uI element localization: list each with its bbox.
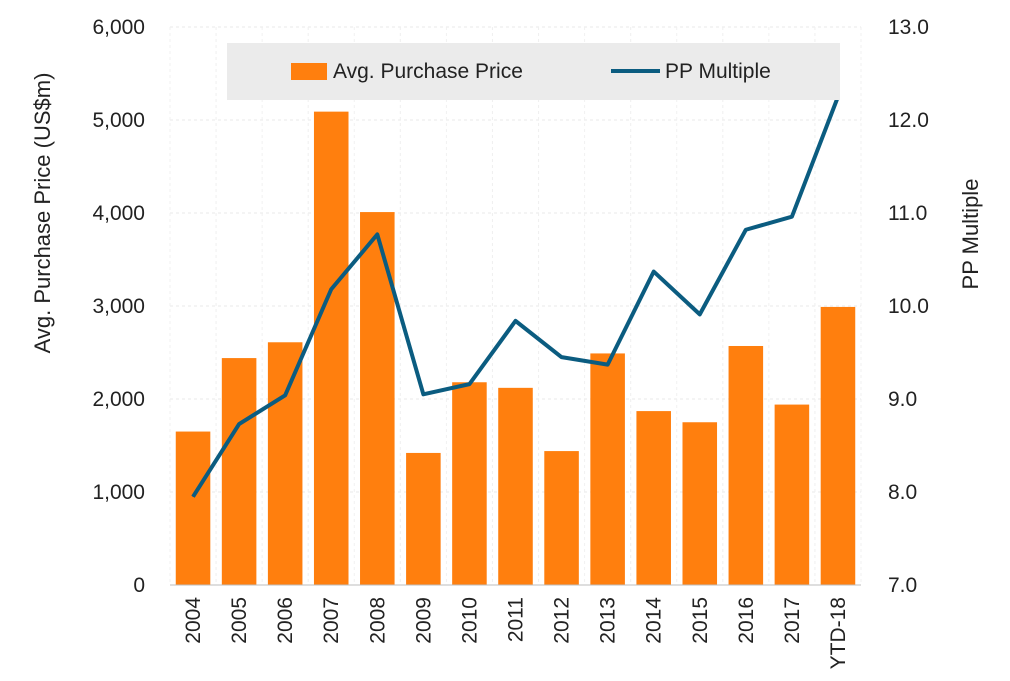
- axes: 0 1,000 2,000 3,000 4,000 5,000 6,000 7.0 8.0 9.0…: [92, 16, 928, 669]
- line-point: [699, 313, 701, 315]
- x-tick-label: 2010: [458, 597, 481, 644]
- legend-line-label: PP Multiple: [665, 60, 771, 83]
- y-tick-label: 1,000: [92, 481, 145, 504]
- bar: [452, 382, 487, 585]
- y-tick-label: 3,000: [92, 295, 145, 318]
- line-point: [422, 393, 424, 395]
- x-tick-label: 2012: [551, 597, 574, 644]
- y-tick-label: 2,000: [92, 388, 145, 411]
- bar: [175, 431, 211, 585]
- y2-axis-title: PP Multiple: [958, 179, 983, 290]
- y-tick-label: 4,000: [92, 202, 145, 225]
- x-tick-label: 2007: [320, 597, 343, 644]
- y-axis-title: Avg. Purchase Price (US$m): [30, 73, 55, 354]
- y2-tick-label: 13.0: [888, 16, 929, 39]
- y2-tick-label: 10.0: [888, 295, 929, 318]
- line-point: [330, 288, 332, 290]
- bar-series: [175, 111, 856, 585]
- bar: [498, 387, 533, 585]
- y-tick-label: 5,000: [92, 109, 145, 132]
- line-point: [607, 364, 609, 366]
- bar: [820, 306, 856, 585]
- bar: [313, 111, 349, 585]
- legend-bar-swatch: [291, 63, 327, 80]
- legend: Avg. Purchase Price PP Multiple: [227, 43, 840, 100]
- y2-tick-label: 11.0: [888, 202, 927, 225]
- line-point: [238, 423, 240, 425]
- bar: [267, 342, 303, 585]
- legend-bar-label: Avg. Purchase Price: [333, 60, 523, 83]
- bar: [590, 353, 625, 585]
- x-tick-label: 2014: [643, 597, 666, 644]
- x-tick-label: 2013: [597, 597, 620, 644]
- x-tick-label: 2008: [366, 597, 389, 644]
- bar: [221, 358, 257, 585]
- x-tick-label: 2005: [228, 597, 251, 644]
- line-point: [653, 271, 655, 273]
- x-tick-label: 2016: [735, 597, 758, 644]
- y2-tick-label: 12.0: [888, 109, 929, 132]
- line-point: [745, 229, 747, 231]
- bar: [636, 411, 671, 585]
- x-tick-label: 2017: [781, 597, 804, 644]
- line-point: [468, 383, 470, 385]
- line-point: [791, 216, 793, 218]
- line-point: [376, 233, 378, 235]
- line-point: [284, 394, 286, 396]
- y2-tick-label: 9.0: [888, 388, 917, 411]
- bar: [774, 404, 810, 585]
- line-point: [515, 320, 516, 322]
- x-tick-label: 2009: [412, 597, 435, 644]
- x-tick-label: 2015: [689, 597, 712, 644]
- line-point: [561, 356, 563, 358]
- x-tick-label: 2006: [274, 597, 297, 644]
- x-tick-label: 2011: [505, 597, 528, 642]
- bar: [682, 422, 718, 585]
- y2-tick-label: 7.0: [888, 574, 917, 597]
- legend-background: [227, 43, 840, 100]
- y-tick-label: 0: [133, 574, 145, 597]
- y-tick-label: 6,000: [92, 16, 145, 39]
- line-point: [192, 496, 194, 498]
- y2-tick-label: 8.0: [888, 481, 917, 504]
- bar: [406, 452, 441, 585]
- bar: [544, 451, 579, 585]
- x-tick-label: 2004: [182, 597, 205, 644]
- bar: [360, 212, 395, 585]
- bar: [728, 345, 764, 585]
- x-tick-label: YTD-18: [827, 597, 850, 669]
